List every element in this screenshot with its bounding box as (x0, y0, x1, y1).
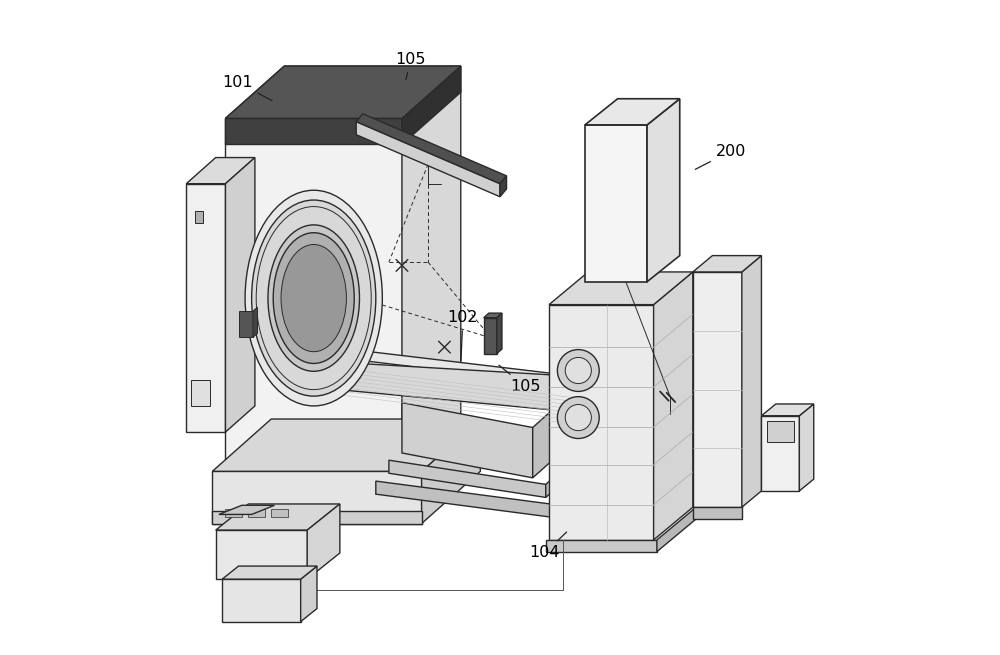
Polygon shape (219, 505, 275, 514)
Polygon shape (216, 530, 307, 579)
Polygon shape (402, 403, 533, 478)
Polygon shape (222, 566, 317, 579)
Polygon shape (546, 466, 566, 497)
Polygon shape (225, 66, 461, 119)
Polygon shape (761, 404, 814, 416)
Polygon shape (402, 66, 461, 472)
Text: 103: 103 (276, 574, 311, 607)
Polygon shape (799, 404, 814, 491)
Polygon shape (186, 158, 255, 183)
Polygon shape (647, 99, 680, 282)
Polygon shape (222, 579, 301, 622)
Polygon shape (239, 311, 253, 337)
Polygon shape (186, 183, 225, 432)
Polygon shape (500, 176, 507, 196)
Polygon shape (212, 472, 422, 523)
Bar (191, 380, 210, 406)
Polygon shape (212, 419, 480, 472)
Polygon shape (742, 255, 761, 507)
Polygon shape (693, 507, 742, 519)
Polygon shape (225, 66, 461, 119)
Text: 104: 104 (529, 532, 567, 561)
Polygon shape (549, 305, 654, 540)
Ellipse shape (252, 200, 376, 396)
Polygon shape (376, 481, 565, 519)
Circle shape (565, 358, 591, 384)
Text: 105: 105 (395, 52, 426, 80)
Text: 200: 200 (695, 143, 746, 170)
Text: 102: 102 (448, 310, 478, 361)
Polygon shape (693, 255, 761, 272)
Polygon shape (402, 66, 461, 145)
Polygon shape (356, 122, 500, 196)
Polygon shape (585, 125, 647, 282)
Polygon shape (484, 318, 497, 354)
Bar (271, 509, 288, 517)
Polygon shape (422, 419, 480, 523)
Ellipse shape (268, 225, 359, 371)
Bar (767, 421, 794, 442)
Polygon shape (497, 313, 502, 354)
Bar (195, 211, 203, 223)
Polygon shape (225, 158, 255, 432)
Polygon shape (546, 540, 657, 552)
Polygon shape (549, 272, 693, 305)
Polygon shape (654, 272, 693, 540)
Polygon shape (356, 114, 507, 183)
Polygon shape (559, 400, 748, 452)
Polygon shape (304, 360, 578, 413)
Ellipse shape (245, 190, 382, 406)
Ellipse shape (273, 233, 354, 364)
Text: 105: 105 (198, 336, 229, 358)
Circle shape (557, 397, 599, 438)
Bar (248, 509, 265, 517)
Polygon shape (225, 119, 402, 472)
Polygon shape (533, 407, 556, 478)
Polygon shape (585, 99, 680, 125)
Circle shape (557, 350, 599, 392)
Polygon shape (307, 504, 340, 579)
Polygon shape (484, 313, 502, 318)
Text: 101: 101 (222, 75, 272, 101)
Polygon shape (657, 507, 696, 552)
Bar (225, 509, 242, 517)
Polygon shape (253, 307, 258, 337)
Text: 105: 105 (499, 365, 540, 394)
Polygon shape (212, 510, 422, 523)
Polygon shape (301, 566, 317, 622)
Ellipse shape (281, 244, 346, 352)
Polygon shape (216, 504, 340, 530)
Circle shape (565, 405, 591, 430)
Polygon shape (761, 416, 799, 491)
Polygon shape (693, 272, 742, 507)
Polygon shape (225, 119, 402, 145)
Polygon shape (304, 344, 578, 386)
Polygon shape (389, 460, 546, 497)
